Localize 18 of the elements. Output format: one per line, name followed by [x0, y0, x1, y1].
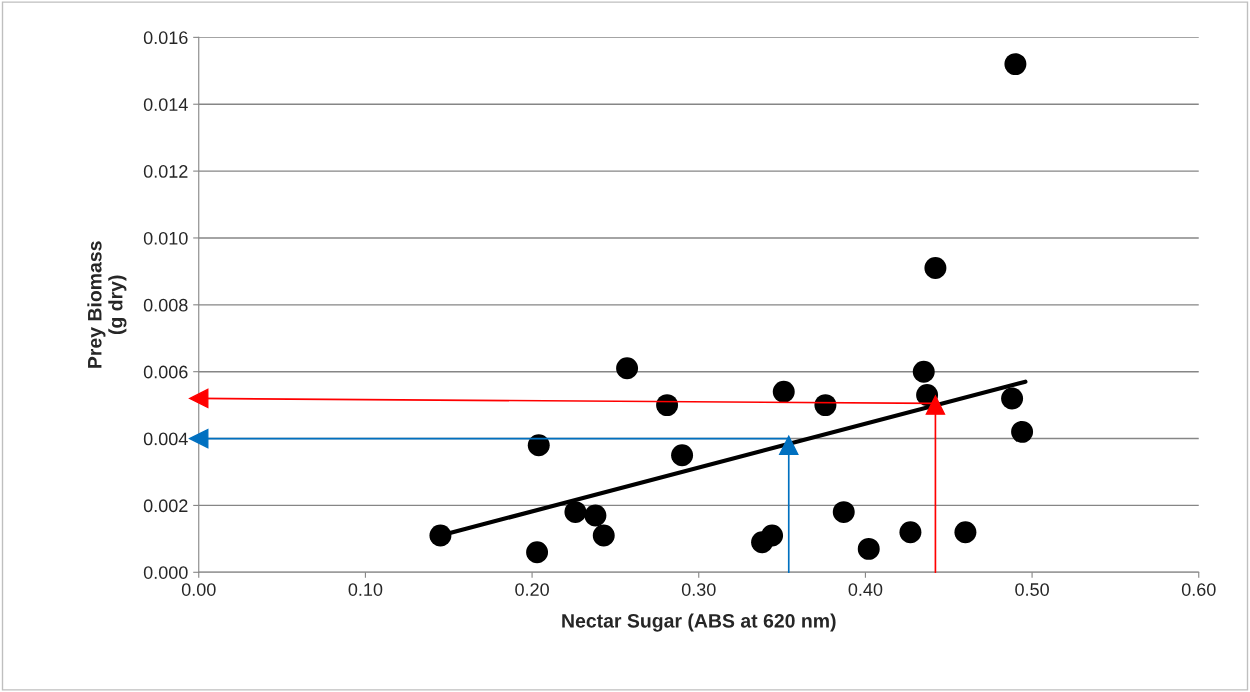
x-tick-label: 0.50: [1015, 583, 1049, 596]
y-tick-label: 0.000: [143, 566, 188, 579]
x-tick-label: 0.40: [848, 583, 883, 596]
y-tick-label: 0.014: [143, 98, 188, 111]
y-tick-label: 0.010: [143, 231, 188, 245]
y-tick-label: 0.016: [143, 31, 188, 45]
y-axis-title: Prey Biomass (g dry): [87, 241, 127, 368]
x-tick-label: 0.00: [181, 583, 216, 596]
x-axis-title: Nectar Sugar (ABS at 620 nm): [562, 613, 836, 632]
x-tick-label: 0.20: [515, 583, 549, 596]
y-tick-label: 0.008: [143, 298, 188, 312]
x-tick-label: 0.60: [1181, 583, 1216, 596]
x-tick-label: 0.10: [348, 583, 383, 596]
x-tick-label: 0.30: [681, 583, 716, 596]
y-tick-label: 0.004: [143, 432, 188, 446]
y-tick-label: 0.002: [143, 499, 188, 513]
y-tick-label: 0.012: [143, 165, 188, 178]
y-tick-label: 0.006: [143, 365, 188, 379]
